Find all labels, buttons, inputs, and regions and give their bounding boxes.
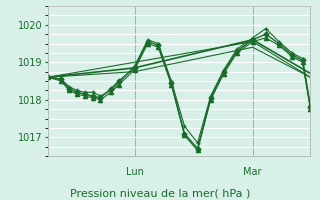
Text: Mar: Mar bbox=[244, 167, 262, 177]
Text: Lun: Lun bbox=[126, 167, 144, 177]
Text: Pression niveau de la mer( hPa ): Pression niveau de la mer( hPa ) bbox=[70, 188, 250, 198]
